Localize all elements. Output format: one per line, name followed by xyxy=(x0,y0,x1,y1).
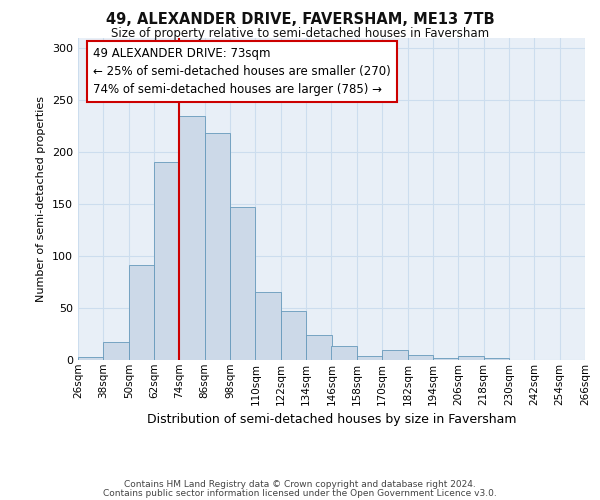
Bar xyxy=(205,133,230,360)
Bar xyxy=(357,356,382,360)
Bar xyxy=(484,358,509,360)
Text: 49 ALEXANDER DRIVE: 73sqm
← 25% of semi-detached houses are smaller (270)
74% of: 49 ALEXANDER DRIVE: 73sqm ← 25% of semi-… xyxy=(93,47,391,96)
Text: Size of property relative to semi-detached houses in Faversham: Size of property relative to semi-detach… xyxy=(111,28,489,40)
Bar xyxy=(154,162,179,360)
Bar xyxy=(433,358,458,360)
X-axis label: Distribution of semi-detached houses by size in Faversham: Distribution of semi-detached houses by … xyxy=(147,413,516,426)
Bar xyxy=(306,335,331,360)
Bar xyxy=(331,346,357,360)
Text: 49, ALEXANDER DRIVE, FAVERSHAM, ME13 7TB: 49, ALEXANDER DRIVE, FAVERSHAM, ME13 7TB xyxy=(106,12,494,28)
Bar xyxy=(103,342,128,360)
Bar xyxy=(78,357,103,360)
Bar xyxy=(407,355,433,360)
Bar xyxy=(230,207,256,360)
Bar xyxy=(382,350,407,360)
Bar xyxy=(179,116,205,360)
Text: Contains HM Land Registry data © Crown copyright and database right 2024.: Contains HM Land Registry data © Crown c… xyxy=(124,480,476,489)
Bar xyxy=(281,311,306,360)
Y-axis label: Number of semi-detached properties: Number of semi-detached properties xyxy=(37,96,46,302)
Bar xyxy=(458,356,484,360)
Bar xyxy=(256,292,281,360)
Text: Contains public sector information licensed under the Open Government Licence v3: Contains public sector information licen… xyxy=(103,489,497,498)
Bar xyxy=(128,266,154,360)
